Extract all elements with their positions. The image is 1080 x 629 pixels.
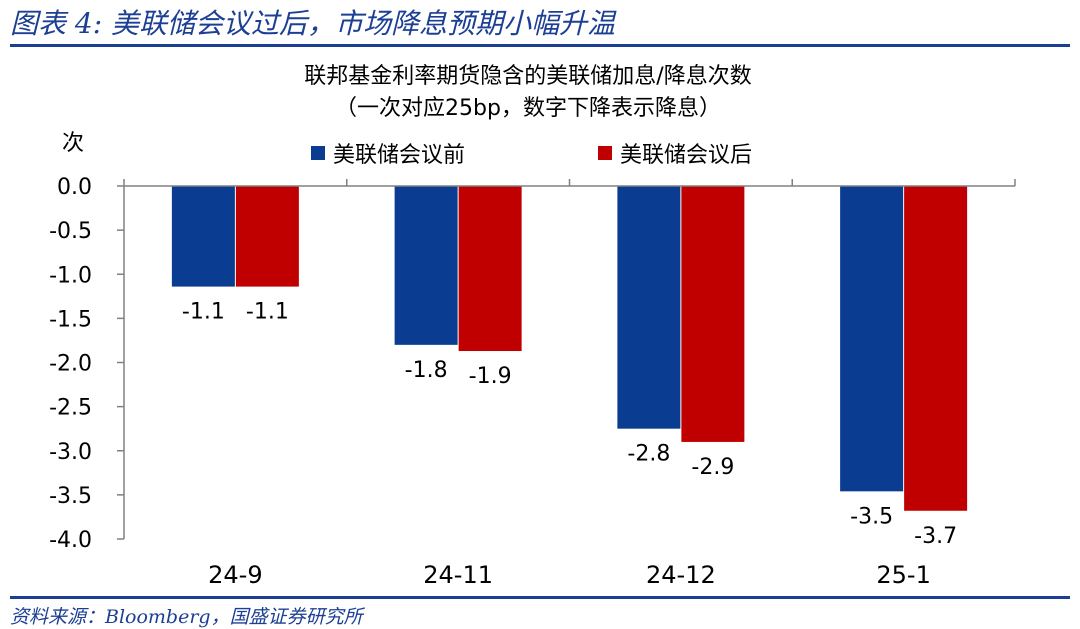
legend-label: 美联储会议后 [620,143,752,168]
legend: 美联储会议前 美联储会议后 [311,143,752,168]
title-rule [10,44,1070,47]
axes: 24-9 24-11 24-12 25-1 0.0 -0.5 -1.0 -1.5 -2.0 -2.… [49,175,1016,589]
bar [617,186,681,429]
data-label: -1.1 [182,300,225,325]
data-label: -3.7 [914,524,957,549]
x-tick-label: 24-9 [208,561,262,589]
y-tick-label: -2.5 [49,396,92,421]
bar [681,186,745,442]
data-label: -1.9 [469,364,512,389]
chart-title: 联邦基金利率期货隐含的美联储加息/降息次数 [304,64,751,89]
bar [840,186,904,492]
x-tick-label: 25-1 [876,561,930,589]
legend-swatch [311,146,325,160]
data-label: -2.8 [627,442,670,467]
y-tick-label: -4.0 [49,528,92,553]
legend-label: 美联储会议前 [333,143,465,168]
bars [171,186,968,511]
bar [235,186,299,287]
x-tick-label: 24-12 [646,561,716,589]
legend-swatch [598,146,612,160]
y-tick-label: -3.5 [49,484,92,509]
data-label: -1.8 [405,358,448,383]
chart-subtitle: （一次对应25bp，数字下降表示降息） [335,96,721,121]
y-tick-label: -0.5 [49,219,92,244]
y-tick-label: -3.0 [49,440,92,465]
bar [458,186,522,352]
bar [171,186,235,287]
y-tick-label: 0.0 [57,175,92,200]
y-tick-label: -1.0 [49,263,92,288]
figure-title: 图表 4: 美联储会议过后，市场降息预期小幅升温 [10,7,616,40]
source-note: 资料来源：Bloomberg，国盛证券研究所 [10,606,363,628]
data-labels: -1.1 -1.1 -1.8 -1.9 -2.8 -2.9 -3.5 -3.7 [182,300,957,549]
x-tick-label: 24-11 [423,561,493,589]
data-label: -2.9 [691,455,734,480]
y-tick-label: -2.0 [49,352,92,377]
bar [904,186,968,511]
y-axis-label: 次 [62,131,84,156]
source-rule [10,596,1070,599]
y-tick-label: -1.5 [49,307,92,332]
data-label: -3.5 [850,504,893,529]
data-label: -1.1 [246,300,289,325]
bar [394,186,458,345]
